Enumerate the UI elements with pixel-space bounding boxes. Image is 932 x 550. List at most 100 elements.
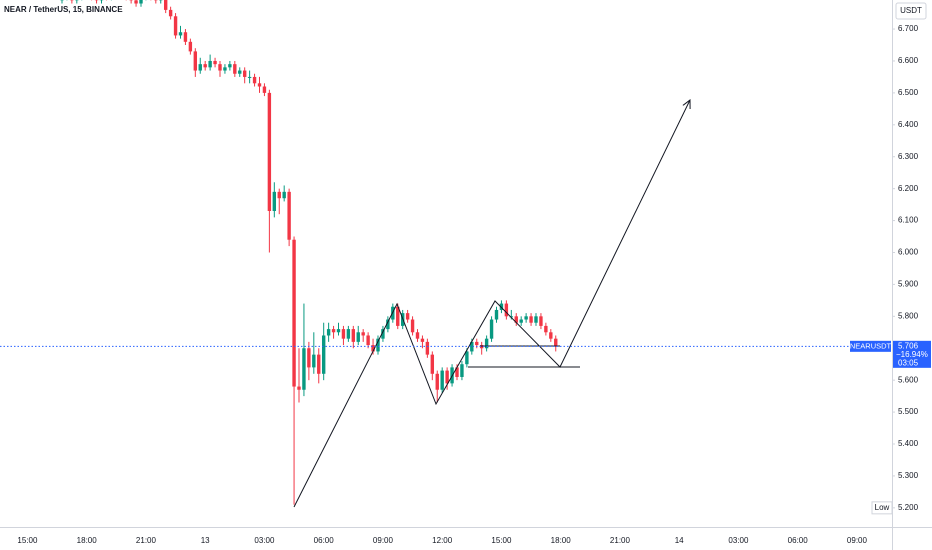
y-tick-label: 6.300 (898, 152, 919, 161)
candle-body (420, 338, 425, 342)
candle-body (208, 60, 212, 68)
candle-body (479, 345, 484, 349)
candle-body (282, 191, 286, 199)
x-tick-label: 18:00 (551, 536, 572, 545)
candle-body (326, 329, 331, 336)
candle-body (203, 64, 207, 68)
candle-body (134, 0, 138, 4)
x-tick-label: 06:00 (788, 536, 809, 545)
countdown-label: 03:05 (898, 358, 919, 367)
candle-body (252, 76, 257, 84)
x-tick-label: 06:00 (314, 536, 335, 545)
candle-body (430, 354, 435, 374)
candle-body (287, 191, 291, 240)
candle-body (425, 341, 430, 355)
candle-body (361, 332, 365, 336)
candle-body (465, 351, 469, 365)
candle-body (356, 332, 360, 342)
candle-body (554, 338, 558, 347)
y-tick-label: 6.600 (898, 56, 919, 65)
currency-box[interactable] (895, 2, 927, 20)
y-tick-label: 6.000 (898, 248, 919, 257)
price-tag (893, 340, 931, 368)
candle-body (366, 335, 370, 346)
candle-body (386, 319, 390, 330)
candle-body (233, 64, 237, 74)
x-tick-label: 03:00 (728, 536, 749, 545)
candle-body (218, 64, 222, 71)
candle-body (242, 70, 247, 77)
candle-body (381, 329, 385, 339)
candle-body (529, 316, 533, 323)
candle-body (257, 83, 262, 87)
pattern-line (293, 100, 690, 508)
y-tick-label: 5.500 (898, 407, 919, 416)
symbol-label: NEARUSDT (850, 341, 892, 350)
y-tick-label: 5.800 (898, 311, 919, 320)
candle-body (494, 309, 499, 320)
candle-body (341, 329, 346, 339)
x-tick-label: 09:00 (373, 536, 394, 545)
candle-body (188, 41, 193, 52)
candle-body (410, 319, 415, 333)
candle-body (173, 16, 178, 36)
y-tick-label: 6.100 (898, 216, 919, 225)
candle-body (302, 348, 306, 390)
y-tick-label: 5.600 (898, 375, 919, 384)
candle-body (312, 354, 316, 368)
candle-body (549, 332, 553, 339)
low-price-label: 5.200 (898, 503, 919, 512)
candle-body (292, 239, 296, 387)
y-tick-label: 6.700 (898, 24, 919, 33)
candle-body (484, 338, 489, 349)
candle-body (247, 76, 252, 78)
x-tick-label: 09:00 (847, 536, 868, 545)
candle-body (307, 348, 311, 368)
candle-body (267, 92, 272, 211)
candle-body (223, 67, 227, 71)
y-tick-label: 5.900 (898, 280, 919, 289)
candle-body (346, 329, 351, 339)
candle-body (168, 9, 173, 17)
candle-body (499, 303, 504, 310)
candle-body (396, 306, 400, 326)
candle-body (183, 32, 188, 42)
candle-body (470, 341, 474, 352)
candle-body (534, 316, 538, 323)
candle-body (376, 338, 380, 352)
candle-body (193, 51, 198, 71)
candle-body (178, 32, 183, 36)
candle-body (351, 329, 356, 342)
candle-body (371, 345, 375, 352)
candle-body (455, 367, 459, 377)
x-tick-label: 12:00 (432, 536, 453, 545)
candle-body (519, 319, 523, 323)
candle-body (539, 316, 543, 326)
y-tick-label: 5.400 (898, 439, 919, 448)
x-tick-label: 14 (675, 536, 684, 545)
low-label: Low (875, 503, 890, 512)
candle-body (405, 313, 410, 320)
candle-body (317, 354, 321, 374)
chart-title: NEAR / TetherUS, 15, BINANCE (4, 5, 123, 14)
candle-body (544, 325, 548, 333)
x-tick-label: 15:00 (491, 536, 512, 545)
candle-body (514, 316, 518, 323)
candle-body (509, 316, 514, 318)
candle-body (445, 370, 449, 384)
candle-body (277, 191, 281, 199)
candle-body (139, 0, 143, 4)
candle-body (331, 329, 336, 333)
candle-body (460, 364, 464, 377)
candle-body (440, 370, 444, 390)
candle-body (321, 335, 326, 374)
candle-body (475, 341, 479, 346)
candle-body (262, 86, 267, 93)
candle-body (297, 386, 301, 390)
candle-body (524, 316, 528, 320)
candle-body (336, 329, 341, 333)
y-tick-label: 5.300 (898, 471, 919, 480)
x-tick-label: 03:00 (254, 536, 275, 545)
